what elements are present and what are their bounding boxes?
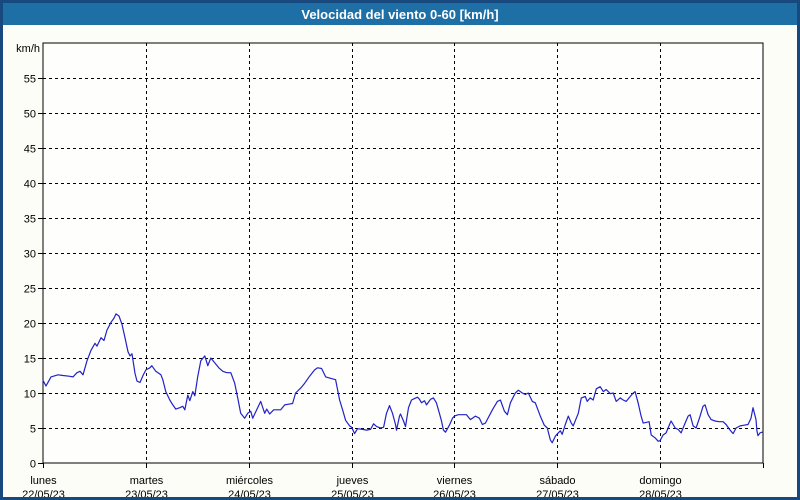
y-axis-label: 15 bbox=[24, 354, 36, 366]
x-axis-date-label: 24/05/23 bbox=[228, 489, 271, 500]
y-axis-label: 40 bbox=[24, 179, 36, 191]
x-axis-day-label: miércoles bbox=[226, 475, 274, 487]
y-axis-label: 55 bbox=[24, 74, 36, 86]
y-axis-unit-label: km/h bbox=[16, 43, 40, 55]
y-axis-label: 10 bbox=[24, 389, 36, 401]
y-axis-label: 30 bbox=[24, 249, 36, 261]
wind-speed-series-line bbox=[42, 313, 763, 444]
y-axis-label: 50 bbox=[24, 109, 36, 121]
x-axis-day-label: martes bbox=[130, 475, 164, 487]
x-axis-day-label: jueves bbox=[336, 475, 369, 487]
y-axis-label: 0 bbox=[30, 459, 36, 471]
y-axis-label: 45 bbox=[24, 144, 36, 156]
window-titlebar: Velocidad del viento 0-60 [km/h] bbox=[3, 3, 797, 25]
x-axis-date-label: 23/05/23 bbox=[125, 489, 168, 500]
y-axis-label: 20 bbox=[24, 319, 36, 331]
y-axis-label: 35 bbox=[24, 214, 36, 226]
y-axis-label: 25 bbox=[24, 284, 36, 296]
x-axis-date-label: 27/05/23 bbox=[536, 489, 579, 500]
wind-speed-chart: 0 5 10 15 20 25 30 35 40 45 50 55 lunes 22/05/23 marte… bbox=[16, 42, 764, 500]
y-axis-label: 5 bbox=[30, 424, 36, 436]
x-axis-date-label: 22/05/23 bbox=[22, 489, 65, 500]
x-axis-day-label: lunes bbox=[30, 475, 57, 487]
x-axis-date-label: 25/05/23 bbox=[331, 489, 374, 500]
x-axis-day-label: domingo bbox=[639, 475, 681, 487]
x-axis-date-label: 28/05/23 bbox=[639, 489, 682, 500]
chart-title: Velocidad del viento 0-60 [km/h] bbox=[301, 6, 499, 22]
x-axis-day-label: viernes bbox=[437, 475, 473, 487]
x-axis-day-label: sábado bbox=[539, 475, 575, 487]
x-axis-date-label: 26/05/23 bbox=[433, 489, 476, 500]
